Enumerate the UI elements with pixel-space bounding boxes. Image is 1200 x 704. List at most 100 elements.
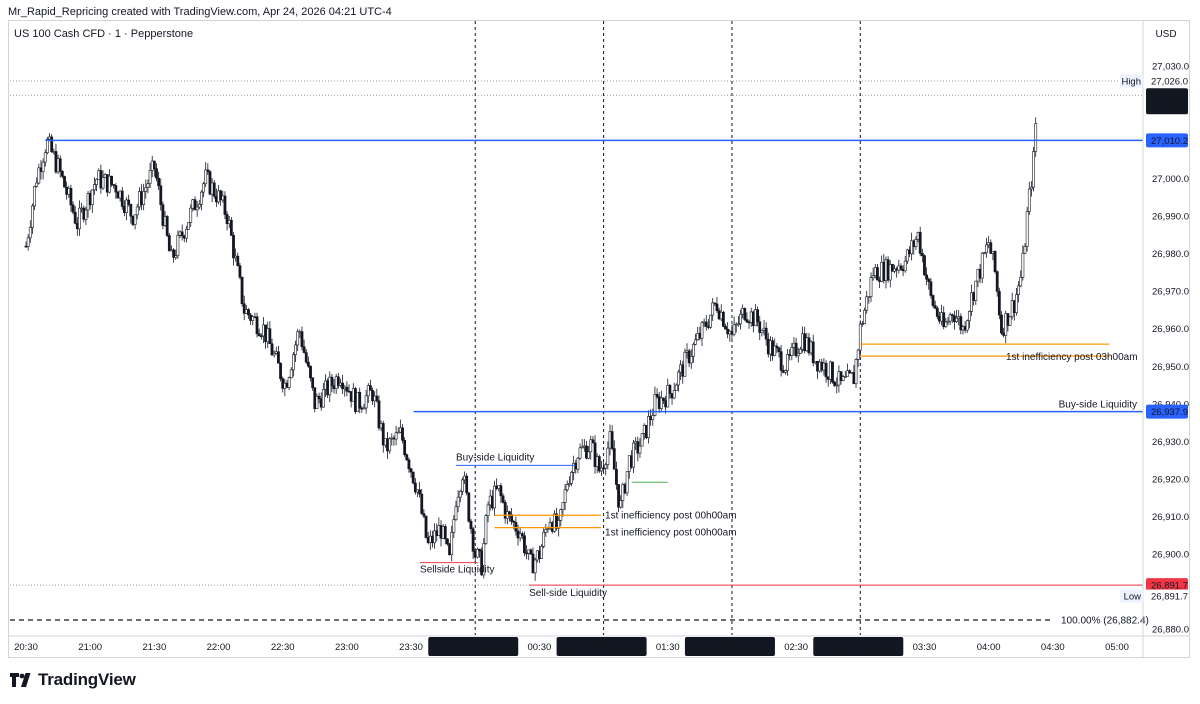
candle <box>296 328 300 352</box>
candle-body <box>388 438 392 452</box>
candle <box>523 531 526 557</box>
candle-body <box>396 431 400 434</box>
candle <box>587 446 591 460</box>
sellside-liquidity-label: Sellside Liquidity <box>420 565 495 576</box>
candle-body <box>296 331 300 346</box>
candle <box>520 531 524 540</box>
candle <box>401 424 404 444</box>
candle-body <box>632 442 635 468</box>
candle-body <box>294 344 297 355</box>
candle-body <box>903 260 907 272</box>
inefficiency-label-1b: 1st inefficiency post 00h00am <box>605 528 737 539</box>
y-tick-label: 26,960.0 <box>1152 324 1189 335</box>
candle <box>418 482 422 498</box>
candle-body <box>995 271 999 292</box>
x-tick-label: 05:00 <box>1105 642 1129 653</box>
candle <box>129 203 133 224</box>
candle-body <box>135 206 139 216</box>
candle <box>358 387 362 414</box>
candle-body <box>63 176 66 188</box>
candle <box>659 390 663 413</box>
candle-body <box>756 309 760 322</box>
candle-body <box>456 496 460 508</box>
candle-body <box>602 467 605 470</box>
candle-body <box>259 335 263 338</box>
candle <box>135 203 139 220</box>
candle <box>195 200 199 217</box>
candle <box>589 435 593 460</box>
candle-body <box>73 211 77 224</box>
candle-body <box>369 385 372 391</box>
candle <box>300 326 304 351</box>
price-badge-label: 26,937.9 <box>1151 407 1188 418</box>
candle <box>279 362 282 382</box>
candle-body <box>45 138 49 154</box>
symbol-title[interactable]: US 100 Cash CFD · 1 · Pepperstone <box>14 28 194 40</box>
candle <box>101 170 105 190</box>
candle-body <box>195 206 199 211</box>
candle-body <box>918 232 922 254</box>
tradingview-brand: TradingView <box>10 670 136 690</box>
candle <box>501 493 505 504</box>
candle <box>756 306 760 327</box>
candle <box>446 538 449 546</box>
candle <box>362 403 366 410</box>
x-tick-label: 04:00 <box>977 642 1001 653</box>
candle-body <box>946 320 950 323</box>
candle-body <box>187 222 190 230</box>
candle-body <box>33 186 36 207</box>
candle <box>935 306 939 320</box>
candle <box>482 538 486 579</box>
candle <box>180 224 184 241</box>
candle <box>458 489 462 503</box>
candle <box>903 256 907 273</box>
candle <box>93 177 96 195</box>
candle <box>467 491 471 523</box>
candle <box>465 473 469 496</box>
candle <box>927 277 931 290</box>
candle-body <box>790 347 794 356</box>
candle-body <box>1015 294 1018 313</box>
candle <box>255 312 259 338</box>
candle-body <box>223 195 227 215</box>
candle-body <box>570 472 573 484</box>
candle <box>37 163 41 185</box>
candle <box>561 501 565 517</box>
candle-body <box>381 423 385 446</box>
candle-body <box>935 307 939 317</box>
candle-body <box>533 559 537 574</box>
candle-body <box>78 207 81 230</box>
candle <box>247 308 250 319</box>
candle <box>619 495 623 509</box>
candle <box>114 183 118 199</box>
candle <box>567 476 571 487</box>
candle <box>133 214 137 230</box>
candle-body <box>863 309 866 324</box>
candle <box>388 437 392 454</box>
candle-body <box>232 235 235 259</box>
chart-pane[interactable] <box>8 20 1190 658</box>
candle <box>617 484 620 512</box>
candle-body <box>129 204 133 217</box>
candle-body <box>869 277 873 297</box>
price-badge <box>1146 578 1188 593</box>
y-tick-label: 26,910.0 <box>1152 512 1189 523</box>
candle-body <box>925 274 929 280</box>
candle-body <box>287 377 291 388</box>
candle-body <box>60 170 64 177</box>
candle <box>157 171 161 190</box>
candle-body <box>854 359 858 385</box>
candle-body <box>989 242 993 254</box>
candle <box>563 483 567 511</box>
candle <box>846 363 849 377</box>
candle-body <box>200 191 203 205</box>
candle-body <box>520 533 524 536</box>
currency-selector[interactable]: USD <box>1155 29 1177 40</box>
candle <box>341 374 345 394</box>
candle <box>931 294 935 308</box>
candle <box>200 190 203 211</box>
x-tick-label: 23:30 <box>399 642 423 653</box>
price-badge <box>1146 404 1188 419</box>
x-tick-label: 01:30 <box>656 642 680 653</box>
